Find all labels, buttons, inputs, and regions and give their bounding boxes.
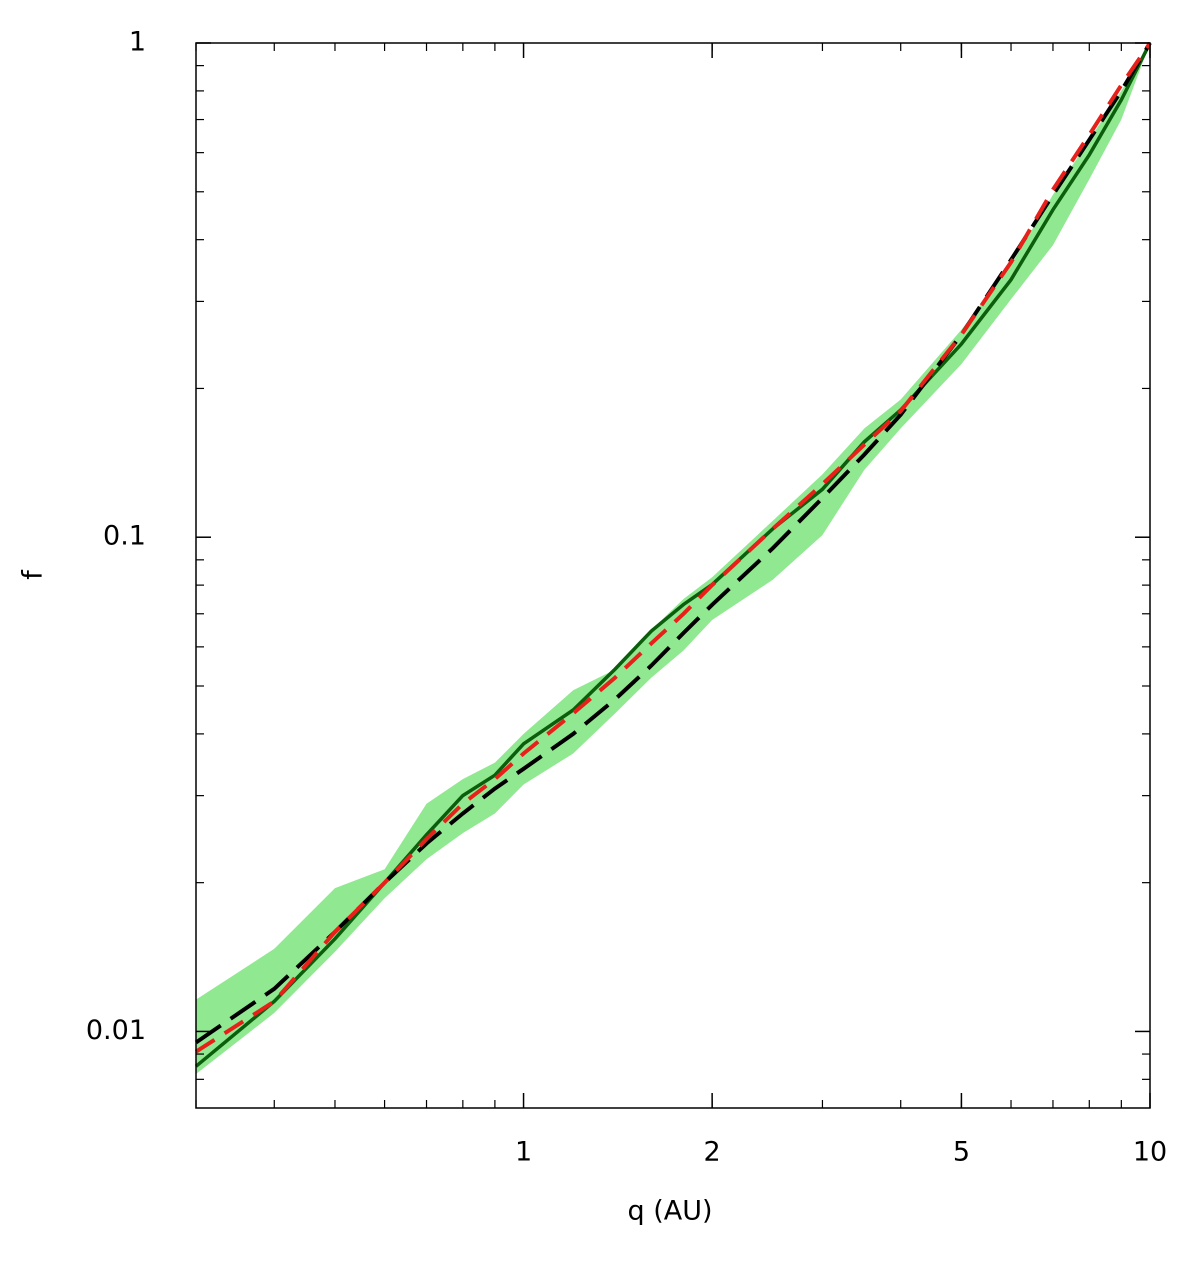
x-tick-label: 2 — [704, 1137, 721, 1168]
y-tick-label: 0.01 — [86, 1015, 146, 1046]
y-tick-label: 0.1 — [103, 521, 146, 552]
plot-frame — [195, 42, 1151, 1109]
x-tick-label: 1 — [515, 1137, 532, 1168]
x-tick-label: 5 — [953, 1137, 970, 1168]
x-axis-label: q (AU) — [627, 1196, 712, 1227]
confidence-band — [196, 43, 1150, 1074]
x-tick-label: 10 — [1133, 1137, 1167, 1168]
line-solid — [194, 42, 1152, 1068]
y-tick-label: 1 — [129, 27, 146, 58]
line-dashed — [194, 41, 1152, 1054]
y-axis-label: f — [18, 569, 49, 580]
